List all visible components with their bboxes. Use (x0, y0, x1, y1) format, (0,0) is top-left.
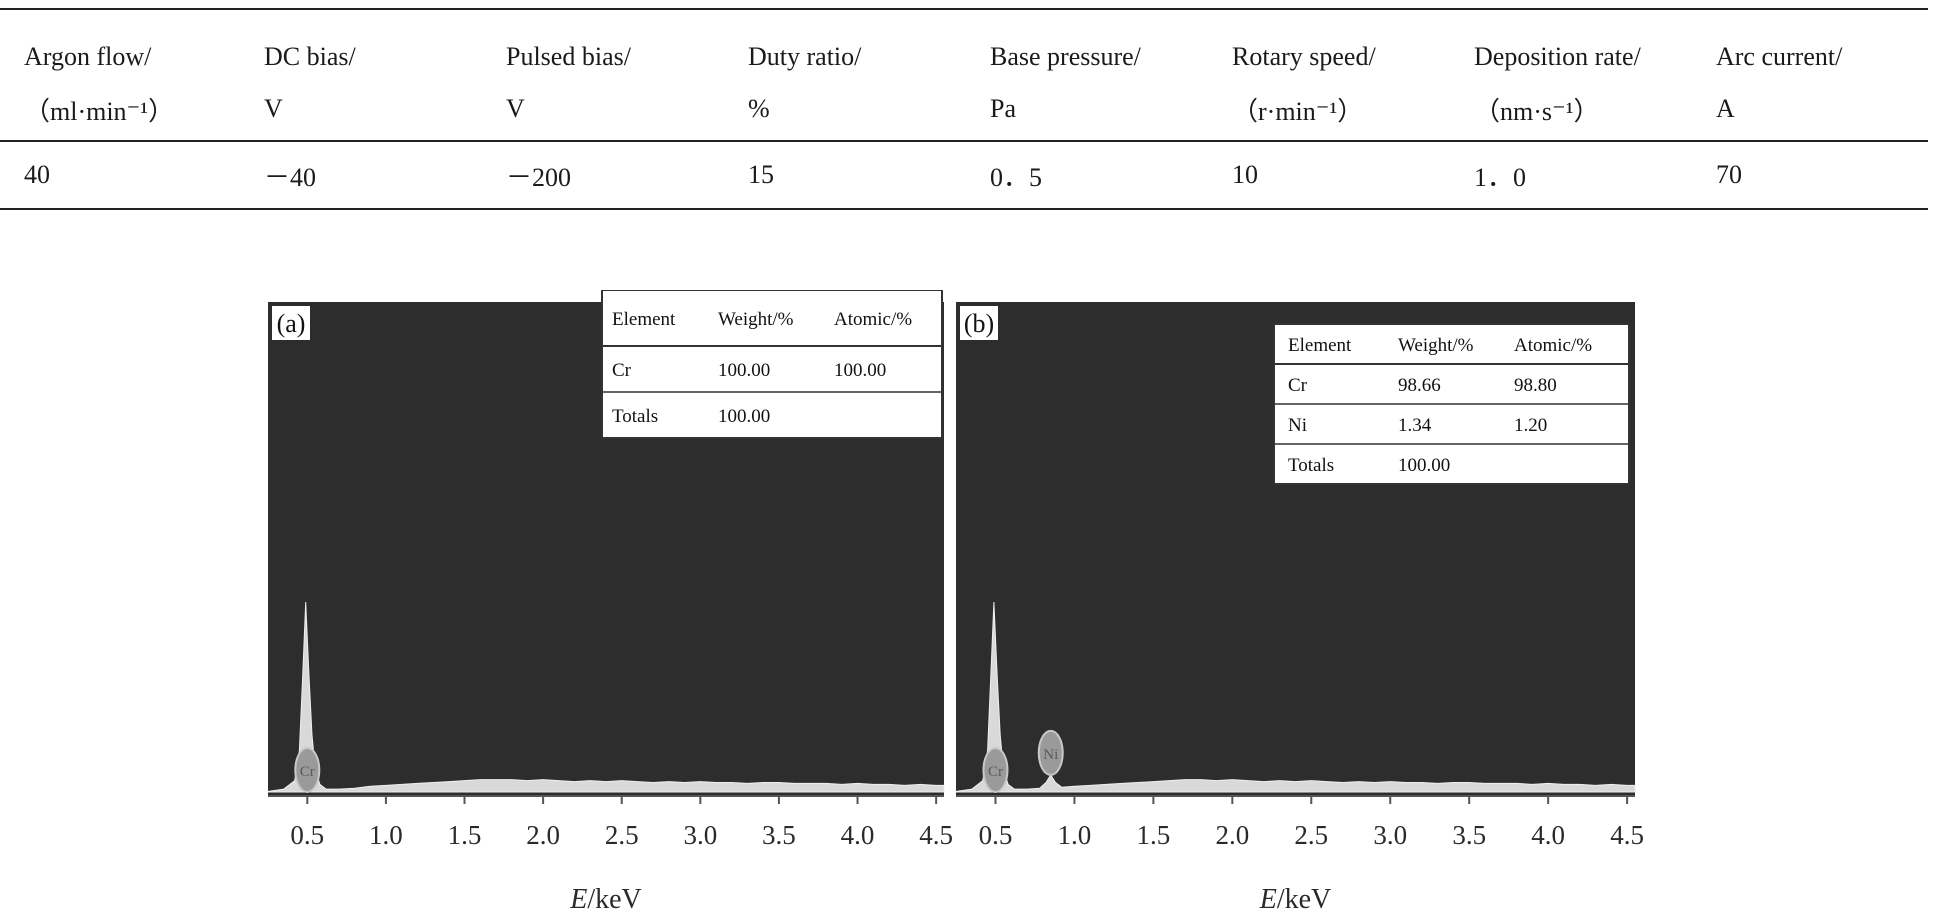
x-axis-title-symbol: E (569, 884, 587, 915)
cell-base-pressure: 0．5 (966, 141, 1208, 210)
eds-panel-a: Cr 0.5 1.0 1.5 2.0 2.5 3.0 3.5 4.0 4.5 E/keV (a) Ele… (267, 290, 953, 915)
cell-pulsed-bias: －200 (482, 141, 724, 210)
panel-label: (a) (277, 309, 306, 338)
peak-label-ni: Ni (1043, 747, 1058, 763)
inset-cell: 100.00 (718, 406, 770, 427)
header-base-pressure: Base pressure/ (966, 8, 1208, 78)
cell-deposition-rate: 1．0 (1450, 141, 1692, 210)
eds-panel-b: Cr Ni 0.5 1.0 1.5 2.0 2.5 3.0 3.5 4.0 4.5 E/keV (b) E… (955, 302, 1644, 915)
inset-header-cell: Atomic/% (834, 309, 912, 330)
x-tick-label: 3.0 (683, 820, 717, 850)
composition-inset-table: Element Weight/% Atomic/% Cr 100.00 100.00 Tot… (601, 290, 943, 439)
inset-cell: 100.00 (718, 360, 770, 381)
header-duty-ratio: Duty ratio/ (724, 8, 966, 78)
inset-header-cell: Element (612, 309, 676, 330)
unit-duty-ratio: % (724, 78, 966, 142)
inset-cell: 1.34 (1398, 415, 1432, 436)
header-argon-flow: Argon flow/ (0, 8, 240, 78)
inset-cell: Cr (612, 360, 632, 381)
inset-cell: Cr (1288, 375, 1308, 396)
header-deposition-rate: Deposition rate/ (1450, 8, 1692, 78)
x-axis-title: E/keV (569, 884, 642, 915)
x-tick-label: 4.0 (1531, 820, 1565, 850)
peak-marker-ni (1037, 729, 1064, 776)
inset-header-cell: Weight/% (1398, 335, 1474, 356)
x-tick-label: 2.5 (605, 820, 639, 850)
x-tick-label: 2.0 (1215, 820, 1249, 850)
table-header-label-row: Argon flow/ DC bias/ Pulsed bias/ Duty r… (0, 8, 1928, 78)
x-tick-label: 4.5 (1610, 820, 1644, 850)
peak-label-cr: Cr (300, 764, 315, 780)
x-axis-title: E/keV (1259, 884, 1332, 915)
eds-spectra-svg: Cr 0.5 1.0 1.5 2.0 2.5 3.0 3.5 4.0 4.5 E/keV (a) Ele… (267, 290, 1644, 915)
x-tick-label: 2.5 (1294, 820, 1328, 850)
inset-cell: 100.00 (1398, 455, 1450, 476)
inset-header-cell: Weight/% (718, 309, 794, 330)
composition-inset-table: Element Weight/% Atomic/% Cr 98.66 98.80 Ni 1.3… (1273, 323, 1630, 485)
inset-cell: 1.20 (1514, 415, 1547, 436)
cell-arc-current: 70 (1692, 141, 1928, 210)
peak-marker-cr (294, 747, 321, 793)
inset-cell: 98.80 (1514, 375, 1557, 396)
panel-label-box (272, 306, 310, 340)
unit-arc-current: A (1692, 78, 1928, 142)
x-axis-title-symbol: E (1259, 884, 1277, 915)
x-axis-title-unit: /keV (1277, 884, 1331, 915)
unit-pulsed-bias: V (482, 78, 724, 142)
header-rotary-speed: Rotary speed/ (1208, 8, 1450, 78)
inset-cell: Ni (1288, 415, 1307, 436)
deposition-parameter-table: Argon flow/ DC bias/ Pulsed bias/ Duty r… (0, 8, 1928, 210)
header-dc-bias: DC bias/ (240, 8, 482, 78)
cell-duty-ratio: 15 (724, 141, 966, 210)
x-axis-title-unit: /keV (587, 884, 641, 915)
x-tick-label: 4.5 (919, 820, 953, 850)
unit-base-pressure: Pa (966, 78, 1208, 142)
inset-cell: 100.00 (834, 360, 886, 381)
x-tick-label: 1.0 (1058, 820, 1092, 850)
eds-spectra-figure: Cr 0.5 1.0 1.5 2.0 2.5 3.0 3.5 4.0 4.5 E/keV (a) Ele… (0, 290, 1936, 918)
x-tick-label: 1.0 (369, 820, 403, 850)
header-pulsed-bias: Pulsed bias/ (482, 8, 724, 78)
unit-argon-flow: （ml·min⁻¹） (0, 78, 240, 142)
cell-dc-bias: －40 (240, 141, 482, 210)
inset-header-cell: Element (1288, 335, 1352, 356)
unit-dc-bias: V (240, 78, 482, 142)
cell-argon-flow: 40 (0, 141, 240, 210)
x-tick-label: 2.0 (526, 820, 560, 850)
x-tick-label: 0.5 (290, 820, 324, 850)
x-tick-label: 3.5 (762, 820, 796, 850)
table-row: 40 －40 －200 15 0．5 10 1．0 70 (0, 141, 1928, 210)
x-tick-label: 0.5 (979, 820, 1013, 850)
x-tick-label: 3.5 (1452, 820, 1486, 850)
x-tick-label: 3.0 (1373, 820, 1407, 850)
inset-frame (601, 290, 943, 439)
unit-deposition-rate: （nm·s⁻¹） (1450, 78, 1692, 142)
x-tick-label: 1.5 (1137, 820, 1171, 850)
inset-cell: Totals (1288, 455, 1334, 476)
panel-label-box (960, 306, 998, 340)
header-arc-current: Arc current/ (1692, 8, 1928, 78)
peak-label-cr: Cr (988, 764, 1003, 780)
x-tick-label: 1.5 (448, 820, 482, 850)
unit-rotary-speed: （r·min⁻¹） (1208, 78, 1450, 142)
panel-label: (b) (964, 309, 994, 338)
inset-cell: 98.66 (1398, 375, 1441, 396)
inset-header-cell: Atomic/% (1514, 335, 1592, 356)
inset-cell: Totals (612, 406, 658, 427)
x-tick-label: 4.0 (841, 820, 875, 850)
table-header-unit-row: （ml·min⁻¹） V V % Pa （r·min⁻¹） （nm·s⁻¹） A (0, 78, 1928, 142)
cell-rotary-speed: 10 (1208, 141, 1450, 210)
peak-marker-cr (982, 747, 1009, 793)
